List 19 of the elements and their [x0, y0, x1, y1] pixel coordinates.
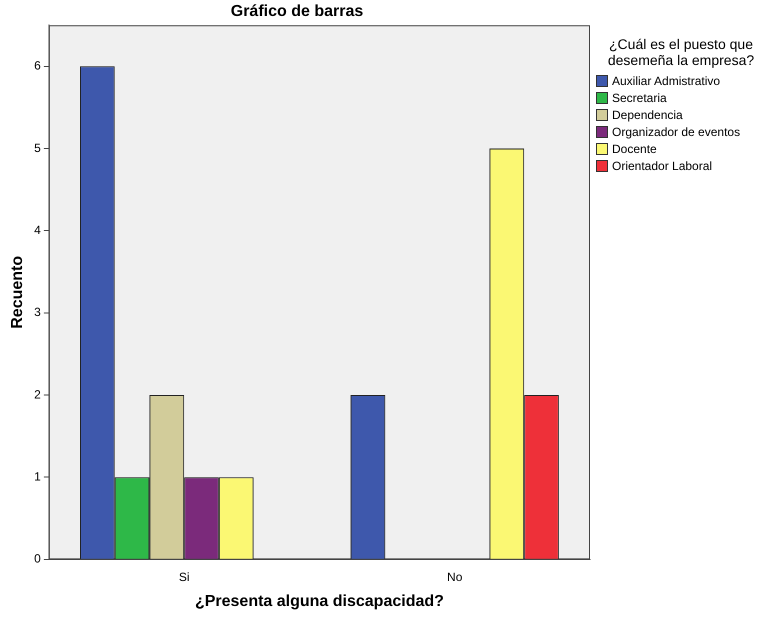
y-axis-title: Recuento	[9, 256, 26, 329]
y-tick-label: 5	[34, 140, 42, 155]
legend-label: Docente	[612, 142, 657, 156]
legend-label: Auxiliar Admistrativo	[612, 74, 720, 88]
y-tick-label: 6	[34, 58, 42, 73]
y-tick-label: 3	[34, 305, 42, 320]
y-tick-label: 1	[34, 470, 42, 484]
x-tick-label: No	[447, 570, 463, 584]
legend-label: Dependencia	[612, 108, 683, 122]
y-tick-label: 4	[34, 222, 42, 237]
y-tick-label: 0	[34, 552, 42, 566]
y-tick-label: 2	[34, 387, 42, 402]
x-axis-title: ¿Presenta alguna discapacidad?	[194, 592, 444, 610]
chart-title: Gráfico de barras	[230, 3, 364, 20]
legend-label: Orientador Laboral	[612, 158, 712, 172]
legend-title: ¿Cuál es el puesto que desemeña la empresa?	[606, 36, 756, 68]
legend-label: Secretaria	[612, 90, 667, 104]
legend-label: Organizador de eventos	[612, 124, 740, 138]
x-tick-label: Si	[178, 570, 190, 584]
